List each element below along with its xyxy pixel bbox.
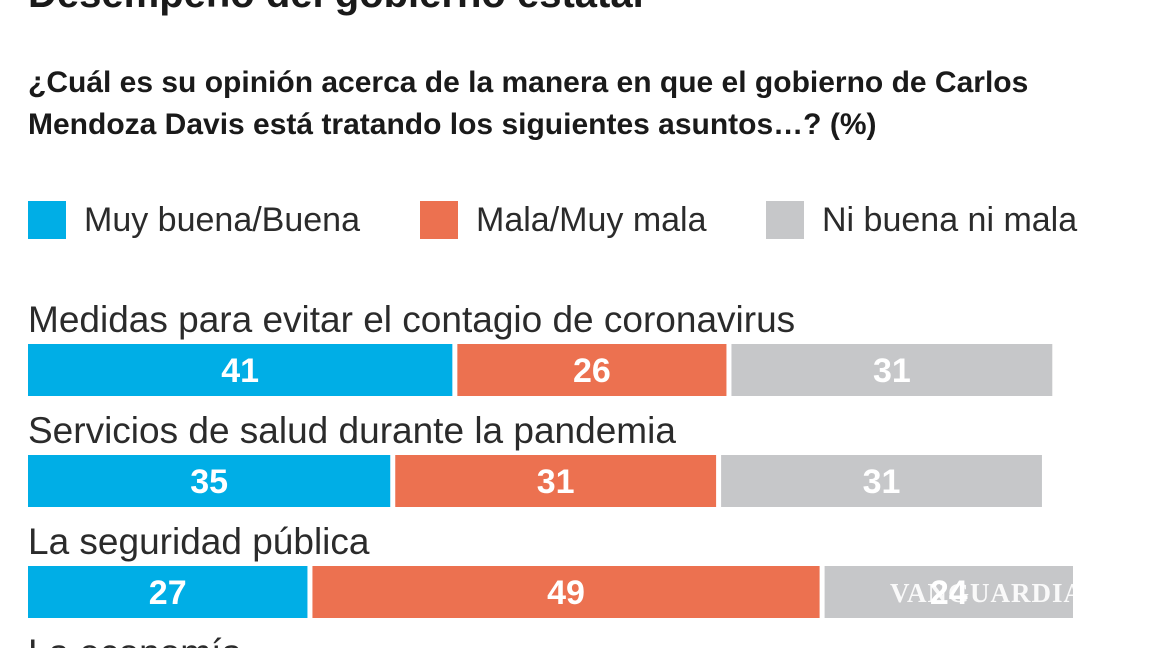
value-label: 31 [873,352,911,390]
value-label: 35 [190,463,228,501]
category-label: Servicios de salud durante la pandemia [28,410,676,451]
value-label: 41 [221,352,259,390]
legend: Muy buena/Buena Mala/Muy mala Ni buena n… [28,196,1128,244]
value-label: 31 [537,463,575,501]
legend-label-positive: Muy buena/Buena [84,200,360,239]
value-label: 49 [547,574,585,612]
bar-negative [395,455,717,507]
value-label: 31 [863,463,901,501]
bar-positive [28,344,453,396]
category-label: Medidas para evitar el contagio de coron… [28,299,795,340]
bar-positive [28,566,308,618]
legend-label-neutral: Ni buena ni mala [822,200,1078,239]
bar-neutral [824,566,1073,618]
bar-positive [28,455,391,507]
bar-neutral [721,455,1042,507]
legend-item-positive: Muy buena/Buena [28,196,360,244]
chart-title: Desempeño del gobierno estatal [28,0,644,17]
bar-negative [312,566,820,618]
value-label: 26 [573,352,611,390]
bar-neutral [731,344,1053,396]
bar-negative [457,344,727,396]
category-label: La seguridad pública [28,521,370,562]
legend-swatch-neutral [766,201,804,239]
legend-item-negative: Mala/Muy mala [420,196,707,244]
legend-swatch-negative [420,201,458,239]
value-label: 27 [149,574,187,612]
watermark: VANGUARDIA [890,578,1084,608]
category-label: La economía [28,632,242,648]
chart-subtitle: ¿Cuál es su opinión acerca de la manera … [28,66,1029,141]
legend-swatch-positive [28,201,66,239]
value-label: 24 [930,574,968,612]
legend-label-negative: Mala/Muy mala [476,200,707,239]
legend-item-neutral: Ni buena ni mala [766,196,1077,244]
